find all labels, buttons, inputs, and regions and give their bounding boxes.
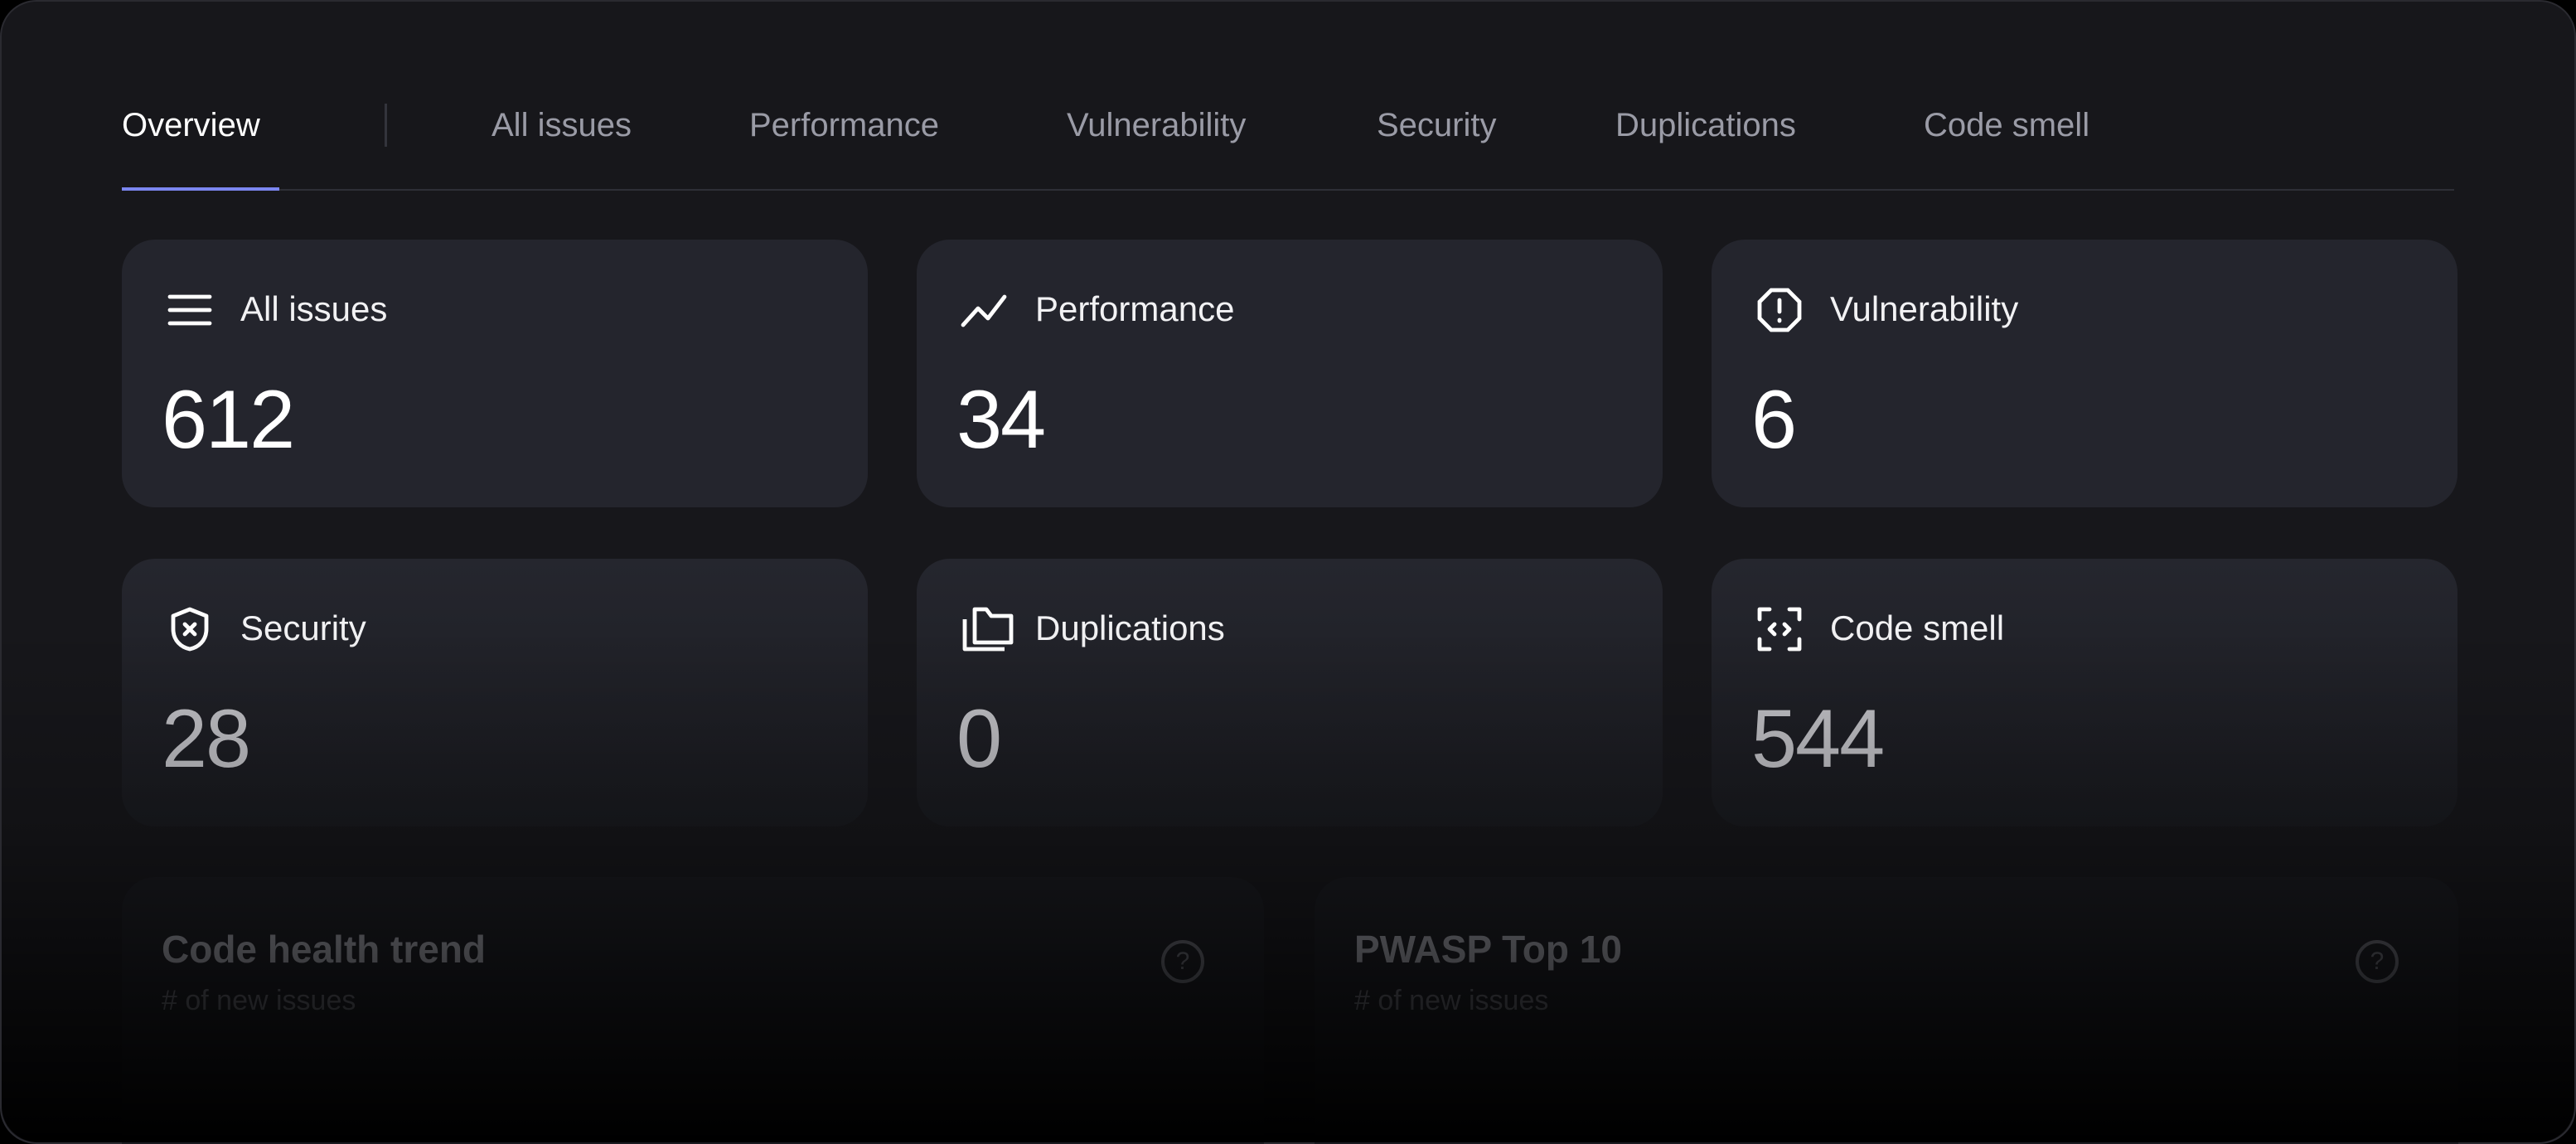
card-value: 544 [1751,692,1885,784]
panel-title: Code health trend [162,928,487,971]
card-all-issues[interactable]: All issues 612 [122,240,868,507]
help-icon[interactable]: ? [1161,940,1204,983]
card-performance[interactable]: Performance 34 [917,240,1663,507]
trend-line-icon [960,285,1010,335]
panel-title: PWASP Top 10 [1354,928,1622,971]
pwasp-top-10-panel: PWASP Top 10 # of new issues ? [1315,877,2458,1144]
card-duplications[interactable]: Duplications 0 [917,559,1663,826]
tab-overview[interactable]: Overview [122,107,260,143]
tab-performance[interactable]: Performance [749,107,939,143]
card-value: 0 [956,692,1002,784]
tab-vulnerability[interactable]: Vulnerability [1067,107,1247,143]
card-label: Security [240,608,366,647]
help-icon[interactable]: ? [2356,940,2399,983]
card-value: 6 [1751,373,1797,465]
panel-subtitle: # of new issues [162,985,356,1016]
tab-duplications[interactable]: Duplications [1615,107,1796,143]
alert-octagon-icon [1755,285,1804,335]
code-health-trend-panel: Code health trend # of new issues ? [122,877,1264,1144]
code-scan-icon [1755,604,1804,654]
tab-code-smell[interactable]: Code smell [1924,107,2090,143]
card-label: Vulnerability [1830,289,2019,328]
card-label: Code smell [1830,608,2005,647]
shield-x-icon [165,604,215,654]
tab-all-issues[interactable]: All issues [491,107,632,143]
card-value: 612 [162,373,295,465]
tab-bar: Overview All issues Performance Vulnerab… [122,94,2454,191]
panel-subtitle: # of new issues [1354,985,1549,1016]
tab-divider [385,104,387,147]
tab-security[interactable]: Security [1377,107,1497,143]
card-label: All issues [240,289,388,328]
card-label: Duplications [1035,608,1225,647]
card-label: Performance [1035,289,1235,328]
card-value: 28 [162,692,251,784]
card-code-smell[interactable]: Code smell 544 [1712,559,2457,826]
card-vulnerability[interactable]: Vulnerability 6 [1712,240,2457,507]
list-icon [165,285,215,335]
active-tab-indicator [122,187,279,191]
folders-icon [960,604,1014,654]
card-value: 34 [956,373,1046,465]
card-security[interactable]: Security 28 [122,559,868,826]
